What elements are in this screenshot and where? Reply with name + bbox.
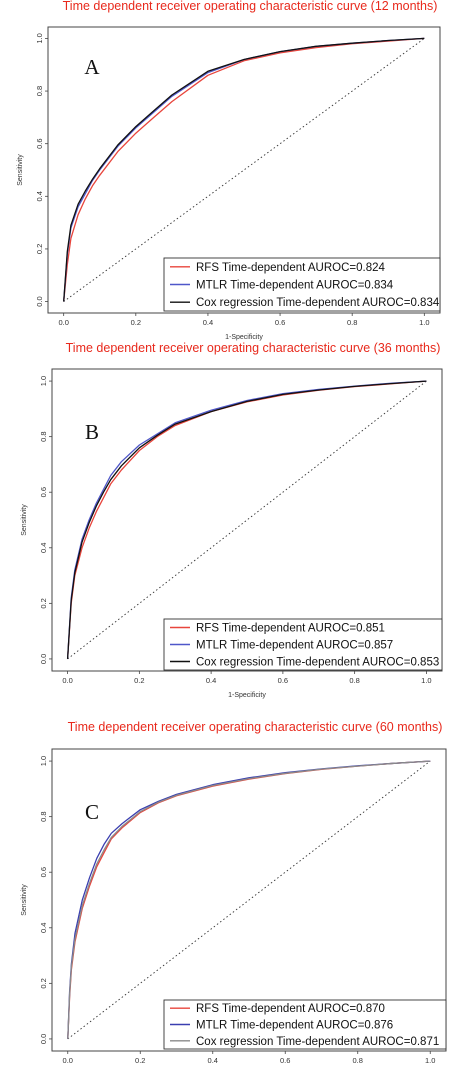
roc-panel-c: Time dependent receiver operating charac… [21, 720, 447, 1065]
legend-box [163, 257, 441, 312]
y-tick-label: 0.4 [39, 543, 48, 553]
y-tick-label: 0.0 [35, 296, 44, 306]
chart-title: Time dependent receiver operating charac… [68, 720, 443, 734]
x-tick-label: 1.0 [425, 1056, 435, 1065]
plot-frame [47, 26, 441, 314]
chart-title: Time dependent receiver operating charac… [63, 0, 438, 13]
legend-entry: RFS Time-dependent AUROC=0.824 [196, 262, 385, 274]
x-tick-label: 0.8 [349, 676, 359, 685]
y-tick-label: 1.0 [39, 756, 48, 766]
y-tick-label: 0.4 [39, 923, 48, 933]
roc-curve-3 [67, 760, 431, 1039]
legend-entry: Cox regression Time-dependent AUROC=0.83… [196, 297, 440, 309]
y-axis-label: Sensitivity [21, 884, 28, 916]
y-tick-label: 0.0 [39, 654, 48, 664]
x-tick-label: 0.6 [275, 318, 285, 327]
y-tick-label: 0.4 [35, 191, 44, 201]
y-tick-label: 0.8 [35, 86, 44, 96]
y-tick-label: 0.6 [39, 487, 48, 497]
roc-curve-3 [66, 380, 427, 659]
reference-diagonal [63, 38, 425, 302]
roc-panel-a: Time dependent receiver operating charac… [17, 0, 441, 341]
y-tick-label: 0.6 [39, 867, 48, 877]
x-tick-label: 0.6 [280, 1056, 290, 1065]
y-tick-label: 0.0 [39, 1034, 48, 1044]
legend-box [163, 618, 443, 671]
legend-entry: Cox regression Time-dependent AUROC=0.85… [196, 657, 439, 669]
y-tick-label: 0.2 [39, 598, 48, 608]
legend: RFS Time-dependent AUROC=0.870 MTLR Time-… [163, 999, 447, 1050]
reference-diagonal [67, 380, 427, 660]
x-tick-label: 0.0 [58, 318, 68, 327]
x-tick-label: 1.0 [419, 318, 429, 327]
chart-title: Time dependent receiver operating charac… [66, 341, 441, 355]
x-tick-label: 0.2 [134, 676, 144, 685]
legend-entry: Cox regression Time-dependent AUROC=0.87… [196, 1036, 439, 1048]
legend-entry: RFS Time-dependent AUROC=0.851 [196, 623, 385, 635]
panel-label: B [85, 420, 99, 444]
y-tick-label: 0.8 [39, 431, 48, 441]
y-axis-label: Sensitivity [17, 154, 24, 186]
x-tick-label: 0.4 [208, 1056, 218, 1065]
x-tick-label: 1.0 [421, 676, 431, 685]
x-axis-label: 1-Specificity [225, 334, 263, 341]
y-tick-label: 0.2 [39, 978, 48, 988]
y-tick-label: 0.8 [39, 811, 48, 821]
x-tick-label: 0.8 [353, 1056, 363, 1065]
plot-frame [51, 368, 443, 672]
x-tick-label: 0.4 [206, 676, 216, 685]
x-tick-label: 0.4 [203, 318, 213, 327]
legend: RFS Time-dependent AUROC=0.851 MTLR Time-… [163, 618, 443, 671]
legend: RFS Time-dependent AUROC=0.824 MTLR Time-… [163, 257, 441, 312]
legend-entry: MTLR Time-dependent AUROC=0.857 [196, 640, 393, 652]
x-axis-label: 1-Specificity [228, 692, 266, 699]
x-tick-label: 0.2 [131, 318, 141, 327]
legend-entry: MTLR Time-dependent AUROC=0.834 [196, 280, 394, 292]
panel-label: C [85, 800, 99, 824]
y-tick-label: 0.2 [35, 244, 44, 254]
x-tick-label: 0.8 [347, 318, 357, 327]
legend-entry: RFS Time-dependent AUROC=0.870 [196, 1003, 385, 1015]
x-tick-label: 0.0 [62, 676, 72, 685]
x-tick-label: 0.6 [278, 676, 288, 685]
x-tick-label: 0.2 [135, 1056, 145, 1065]
y-axis-label: Sensitivity [21, 504, 28, 536]
roc-curve-3 [63, 37, 425, 302]
y-tick-label: 1.0 [35, 33, 44, 43]
roc-panel-b: Time dependent receiver operating charac… [21, 341, 443, 699]
y-tick-label: 1.0 [39, 376, 48, 386]
x-tick-label: 0.0 [63, 1056, 73, 1065]
legend-box [163, 999, 447, 1050]
plot-frame [51, 748, 447, 1052]
reference-diagonal [67, 760, 431, 1040]
panel-label: A [84, 55, 100, 79]
roc-curve-1 [63, 37, 425, 302]
legend-entry: MTLR Time-dependent AUROC=0.876 [196, 1020, 393, 1032]
y-tick-label: 0.6 [35, 138, 44, 148]
